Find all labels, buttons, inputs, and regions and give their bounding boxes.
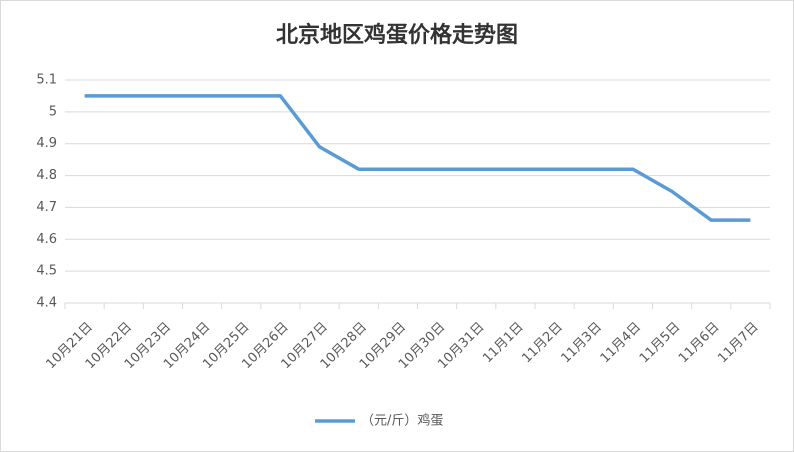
chart-title: 北京地区鸡蛋价格走势图: [276, 22, 518, 48]
legend-label: （元/斤）鸡蛋: [361, 413, 443, 429]
y-tick-label: 4.8: [36, 168, 57, 183]
line-series: [84, 94, 751, 222]
y-tick-label: 5: [49, 104, 57, 119]
y-tick-label: 4.6: [36, 232, 57, 247]
y-tick-label: 4.7: [36, 200, 57, 215]
y-tick-label: 4.4: [36, 296, 57, 311]
y-tick-label: 4.5: [36, 264, 57, 279]
y-tick-label: 5.1: [36, 73, 57, 88]
y-tick-label: 4.9: [36, 136, 57, 151]
